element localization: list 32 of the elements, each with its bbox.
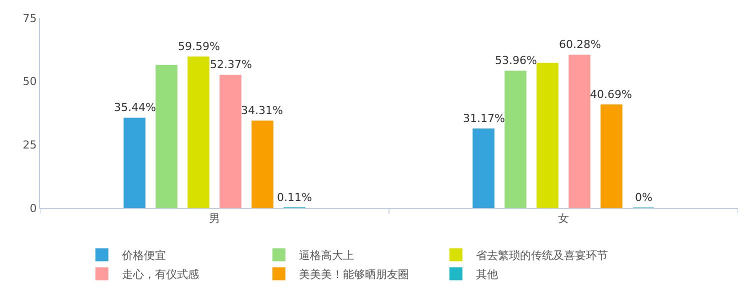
bar [252, 120, 274, 208]
legend-label: 逼格高大上 [298, 249, 354, 262]
bar [156, 64, 178, 208]
data-label: 34.31% [241, 104, 283, 117]
x-tick-label: 女 [558, 212, 569, 226]
legend-label: 价格便宜 [120, 249, 166, 262]
x-tick-label: 男 [209, 212, 220, 226]
y-tick-label: 50 [22, 75, 37, 88]
bar [600, 104, 622, 208]
bar [220, 74, 242, 208]
data-label: 0.11% [277, 191, 312, 204]
data-label: 40.69% [590, 88, 632, 101]
data-label: 35.44% [114, 101, 156, 114]
y-tick-label: 0 [30, 202, 37, 215]
bar [188, 56, 210, 208]
legend-label: 其他 [476, 268, 498, 282]
bar [504, 70, 526, 208]
data-label: 59.59% [178, 40, 220, 53]
bar [568, 54, 590, 208]
bar [472, 128, 494, 208]
data-label: 53.96% [495, 54, 537, 67]
y-tick-label: 25 [22, 138, 37, 152]
legend-label: 省去繁琐的传统及喜宴环节 [476, 249, 608, 262]
y-tick-label: 75 [22, 12, 37, 25]
data-label: 31.17% [463, 112, 505, 125]
data-label: 60.28% [559, 38, 601, 51]
legend-label: 走心，有仪式感 [122, 268, 199, 282]
data-label: 0% [635, 191, 652, 204]
bar [536, 62, 558, 208]
data-label: 52.37% [210, 58, 252, 71]
bar [124, 118, 146, 208]
legend-label: 美美美！能够晒朋友圈 [298, 268, 409, 282]
